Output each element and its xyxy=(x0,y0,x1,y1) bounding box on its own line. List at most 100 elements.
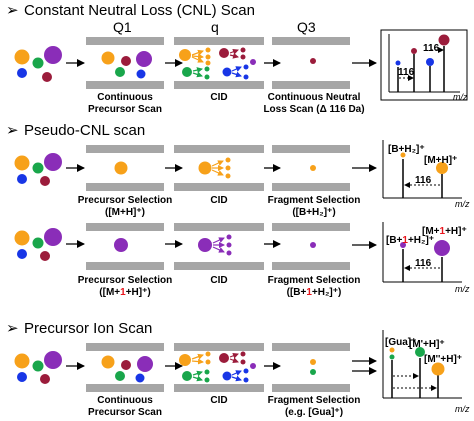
orange-fragment xyxy=(205,47,211,53)
crimson-ion xyxy=(40,251,50,261)
orange-ion xyxy=(14,230,30,246)
orange-ion xyxy=(179,354,191,366)
peak-marker xyxy=(426,58,434,66)
orange-ion xyxy=(14,155,30,171)
fragment-arrow xyxy=(191,358,204,365)
fragment-arrow xyxy=(211,160,224,167)
pseudo-bullet: ➢ xyxy=(6,122,19,139)
x-axis-label: m/z xyxy=(455,404,470,414)
peak-marker xyxy=(411,48,417,54)
precursor1-peak-label: [M'+H]⁺ xyxy=(409,339,445,350)
q3-rod-bottom xyxy=(272,183,350,191)
selected-fragment xyxy=(310,165,316,171)
fragment-arrow xyxy=(212,237,225,244)
pseudo1-stage3-label-line2: ([B+H₂]⁺) xyxy=(292,207,335,218)
pis-stage3-label-line1: Fragment Selection xyxy=(268,395,361,406)
orange-fragment xyxy=(205,54,211,60)
green-ion xyxy=(32,57,44,69)
pseudo-row1-cid xyxy=(198,157,231,179)
cnl-stage3-label-line2: Loss Scan (Δ 116 Da) xyxy=(263,104,364,115)
pis-stage2-label: CID xyxy=(210,395,227,406)
pis-stage3-label-line2: (e.g. [Gua]⁺) xyxy=(285,407,343,418)
green-fragment xyxy=(204,377,210,383)
purple-fragment xyxy=(250,363,256,369)
blue-ion xyxy=(17,372,27,382)
fragment-arrow xyxy=(212,246,225,253)
crimson-fragment xyxy=(240,359,246,365)
fragment-arrow xyxy=(192,67,203,74)
purple-ion xyxy=(44,46,62,64)
q3-rod-top xyxy=(272,37,350,45)
selected-fragment xyxy=(310,359,316,365)
q3-rod-bottom xyxy=(272,262,350,270)
loss-label: 116 xyxy=(423,43,440,54)
precursor-peak-marker xyxy=(434,240,450,256)
blue-ion xyxy=(17,68,27,78)
purple-fragment xyxy=(226,250,232,256)
green-ion xyxy=(182,67,192,77)
q-rod-bottom xyxy=(174,81,264,89)
green-fragment xyxy=(204,66,210,72)
orange-ion xyxy=(14,49,30,65)
orange-ion xyxy=(198,161,212,175)
q-rod-bottom xyxy=(174,262,264,270)
orange-fragment xyxy=(225,157,231,163)
selected-fragment xyxy=(310,369,316,375)
cnl-stage1-label-line1: Continuous xyxy=(97,92,153,103)
pis-bullet: ➢ xyxy=(6,320,19,337)
purple-ion xyxy=(198,238,212,252)
peak-marker xyxy=(438,34,450,46)
q1-rod-top xyxy=(86,223,164,231)
fragment-arrow xyxy=(231,370,242,376)
fragment-peak-marker xyxy=(400,242,406,248)
gua-peak-marker xyxy=(389,354,395,360)
selected-ion xyxy=(310,58,316,64)
blue-fragment xyxy=(243,74,249,80)
fragment-arrow xyxy=(231,71,242,78)
selected-fragment xyxy=(310,242,316,248)
q-cid-fragments xyxy=(179,47,256,80)
q1-rod-bottom xyxy=(86,262,164,270)
cnl-input-ions xyxy=(14,46,62,82)
pseudo1-stage2-label: CID xyxy=(210,195,227,206)
purple-ion xyxy=(136,51,152,67)
pseudo2-stage2-label: CID xyxy=(210,275,227,286)
purple-fragment xyxy=(250,59,256,65)
q1-rod-top xyxy=(86,145,164,153)
x-axis-label: m/z xyxy=(453,92,468,102)
crimson-ion xyxy=(121,360,131,370)
fragment-arrow xyxy=(191,49,204,56)
fragment-arrow xyxy=(231,66,242,72)
crimson-ion xyxy=(42,72,52,82)
green-ion xyxy=(32,360,44,372)
pseudo2-stage3-label-line2: ([B+1+H₂]⁺) xyxy=(287,287,342,298)
pis-stage1-label-line2: Precursor Scan xyxy=(88,407,162,418)
cnl-title: Constant Neutral Loss (CNL) Scan xyxy=(24,2,255,19)
fragment-arrow xyxy=(231,375,242,382)
pseudo-title: Pseudo-CNL scan xyxy=(24,122,145,139)
fragment-arrow xyxy=(211,169,224,176)
q1-rod-top xyxy=(86,343,164,351)
purple-ion xyxy=(137,356,153,372)
spectrum-frame xyxy=(380,29,468,101)
pseudo2-stage3-label-line1: Fragment Selection xyxy=(268,275,361,286)
fragment-peak-label: [B+H₂]⁺ xyxy=(388,144,425,155)
pseudo-row2-cid xyxy=(198,234,232,256)
pis-title: Precursor Ion Scan xyxy=(24,320,152,337)
pseudo-row2-input-ions xyxy=(14,228,62,261)
blue-fragment xyxy=(243,377,249,383)
pis-input-ions xyxy=(14,351,62,384)
green-fragment xyxy=(204,369,210,375)
orange-fragment xyxy=(225,165,231,171)
crimson-fragment xyxy=(240,54,246,60)
crimson-ion xyxy=(40,374,50,384)
crimson-ion xyxy=(40,176,50,186)
q1-rod-bottom xyxy=(86,81,164,89)
pseudo2-stage1-label-line1: Precursor Selection xyxy=(78,275,172,286)
precursor-peak-marker xyxy=(415,347,425,357)
gua-peak-marker xyxy=(389,347,395,353)
column-q3-label: Q3 xyxy=(297,19,316,35)
x-axis-label: m/z xyxy=(455,284,470,294)
precursor-peak-label: [M+H]⁺ xyxy=(424,155,457,166)
